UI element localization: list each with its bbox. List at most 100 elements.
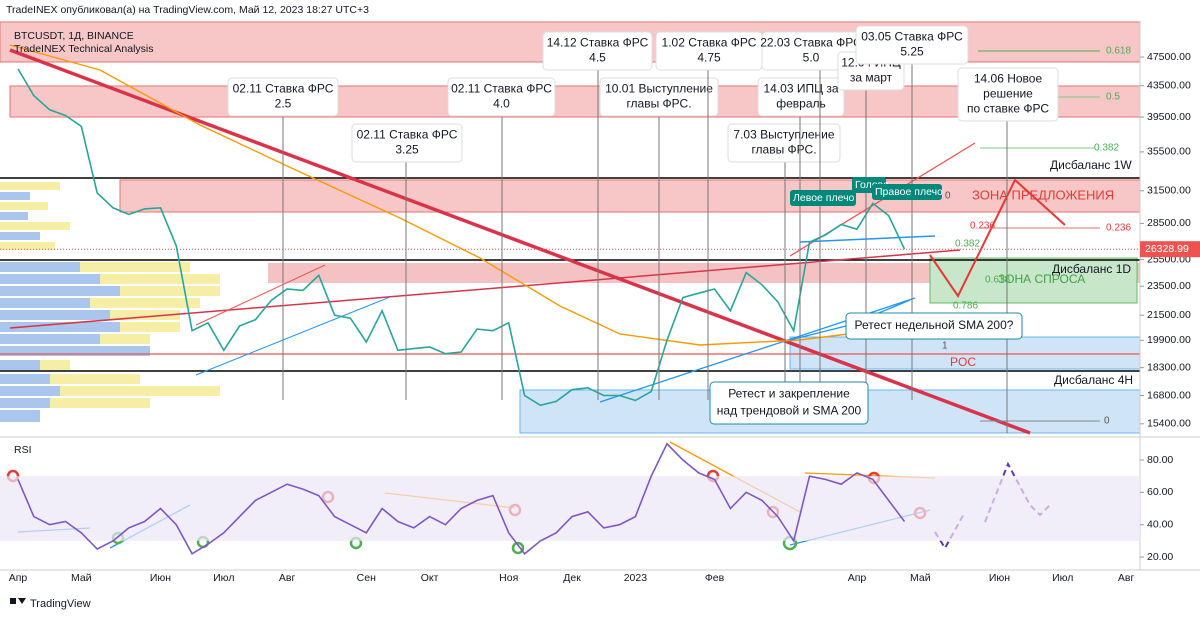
y-tick-label: 19900.00 <box>1147 334 1191 346</box>
annotation-text: 02.11 Ставка ФРС <box>233 82 334 96</box>
fib-label: 0.5 <box>1106 92 1120 103</box>
annotation-text: 1.02 Ставка ФРС <box>662 36 757 50</box>
series-line <box>17 442 906 555</box>
chart-title: BTCUSDT, 1Д, BINANCE <box>14 30 134 42</box>
annotation-text: решение <box>983 87 1033 101</box>
callout-text: Ретест недельной SMA 200? <box>855 318 1014 332</box>
level-label: Дисбаланс 4H <box>1054 373 1133 387</box>
annotation-text: 5.25 <box>900 45 924 59</box>
y-tick-label: 40.00 <box>1147 518 1173 530</box>
annotation-box <box>227 77 339 117</box>
y-tick-label: 16800.00 <box>1147 389 1191 401</box>
annotation-text: главы ФРС. <box>751 143 816 157</box>
series-line <box>17 68 906 407</box>
annotation-text: 03.05 Ставка ФРС <box>861 30 963 44</box>
y-tick-label: 80.00 <box>1147 454 1173 466</box>
x-tick-label: Июн <box>150 572 171 584</box>
x-tick-label: Апр <box>848 572 867 584</box>
annotation-text: 5.0 <box>803 51 820 65</box>
annotation-text: 2.5 <box>275 97 292 111</box>
header: TradeINEX опубликовал(а) на TradingView.… <box>6 4 369 16</box>
callout-box <box>709 381 869 425</box>
logo <box>10 598 26 604</box>
pattern-label: Правое плечо <box>875 186 943 198</box>
y-tick-label: 60.00 <box>1147 486 1173 498</box>
annotation-box <box>351 123 463 163</box>
level-label: Дисбаланс 1W <box>1050 158 1132 172</box>
pattern-label: Левое плечо <box>793 192 855 204</box>
zone <box>268 263 1140 283</box>
fib-label: 0 <box>945 191 951 202</box>
volume-profile <box>0 182 220 422</box>
annotation-text: 4.5 <box>589 51 606 65</box>
callout-text: Ретест и закрепление <box>728 387 850 401</box>
sma <box>9 44 881 346</box>
annotation-text: 4.0 <box>493 97 510 111</box>
annotation-text: февраль <box>776 97 826 111</box>
demand-zone <box>929 257 1138 304</box>
fib-label: 0.382 <box>1094 143 1119 154</box>
x-tick-label: Фев <box>705 572 725 584</box>
y-tick-label: 21500.00 <box>1147 309 1191 321</box>
annotation-text: 14.12 Ставка ФРС <box>547 36 649 50</box>
annotation-text: 02.11 Ставка ФРС <box>451 82 552 96</box>
annotation-box <box>447 77 556 117</box>
annotation-text: за март <box>850 71 893 85</box>
chart-subtitle: TradeINEX Technical Analysis <box>14 43 153 55</box>
x-tick-label: Май <box>910 572 931 584</box>
y-tick-label: 18300.00 <box>1147 361 1191 373</box>
zone-label: ЗОНА СПРОСА <box>998 272 1085 286</box>
x-tick-label: Сен <box>357 572 376 584</box>
y-tick-label: 39500.00 <box>1147 111 1191 123</box>
channel <box>195 264 326 326</box>
x-tick-label: Апр <box>9 572 28 584</box>
zone-label: POC <box>950 355 976 369</box>
x-tick-label: Авг <box>279 572 296 584</box>
channel <box>195 296 391 376</box>
fib-label: 0.382 <box>955 239 980 250</box>
fib-label: 0.236 <box>970 221 995 232</box>
annotation-box <box>599 77 719 117</box>
x-tick-label: 2023 <box>624 572 648 584</box>
annotation-text: главы ФРС. <box>626 97 691 111</box>
x-tick-label: Июн <box>989 572 1010 584</box>
annotation-text: 14.06 Новое <box>974 72 1043 86</box>
annotation-box <box>855 25 969 65</box>
annotation-box <box>957 67 1059 122</box>
annotation-text: 22.03 Ставка ФРС <box>760 36 862 50</box>
projection <box>929 178 1066 298</box>
y-tick-label: 23500.00 <box>1147 280 1191 292</box>
pattern-tag <box>872 184 942 200</box>
fib-label: 0 <box>1104 416 1110 427</box>
annotation-text: 02.11 Ставка ФРС <box>357 128 458 142</box>
annotation-text: 3.25 <box>395 143 419 157</box>
y-tick-label: 47500.00 <box>1147 51 1191 63</box>
annotation-text: 4.75 <box>697 51 721 65</box>
y-tick-label: 15400.00 <box>1147 418 1191 430</box>
annotation-box <box>727 123 841 163</box>
y-tick-label: 20.00 <box>1147 551 1173 563</box>
annotation-text: 14.03 ИПЦ за <box>764 82 839 96</box>
y-tick-label: 28500.00 <box>1147 217 1191 229</box>
rsi-band <box>0 476 1140 541</box>
rsi-title: RSI <box>14 444 32 456</box>
x-tick-label: Ноя <box>499 572 518 584</box>
x-tick-label: Дек <box>563 572 581 584</box>
x-tick-label: Июл <box>1052 572 1073 584</box>
y-tick-label: 43500.00 <box>1147 79 1191 91</box>
footer: TradingView <box>30 598 91 610</box>
fib-label: 1 <box>942 341 948 352</box>
last-price-tag <box>1140 241 1200 258</box>
y-tick-label: 35500.00 <box>1147 146 1191 158</box>
annotation-box <box>757 77 845 117</box>
annotation-text: 10.01 Выступление <box>605 82 713 96</box>
level-label: Дисбаланс 1D <box>1052 262 1131 276</box>
x-tick-label: Авг <box>1118 572 1135 584</box>
fib-label: 0.236 <box>1106 223 1131 234</box>
supply-zone <box>119 179 1141 213</box>
fib-label: 0.786 <box>953 301 978 312</box>
x-tick-label: Окт <box>421 572 439 584</box>
callout-text: над трендовой и SMA 200 <box>717 404 862 418</box>
fib-label: 0.618 <box>985 275 1010 286</box>
